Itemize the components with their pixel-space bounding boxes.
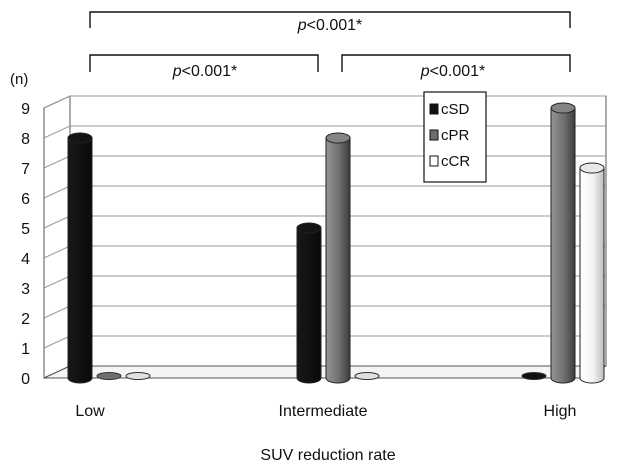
bar-cPR-intermediate xyxy=(325,137,351,384)
y-tick-label: 0 xyxy=(21,371,30,388)
x-tick-labels: Low Intermediate High xyxy=(75,403,576,420)
x-tick-label: Low xyxy=(75,403,105,420)
bar-cPR-low xyxy=(96,372,122,380)
legend-label-cSD: cSD xyxy=(441,101,470,118)
legend-label-cPR: cPR xyxy=(441,127,470,144)
legend-swatch-cCR xyxy=(429,155,439,167)
y-tick-label: 1 xyxy=(21,341,30,358)
significance-label: p<0.001* xyxy=(297,17,363,34)
y-axis-title: (n) xyxy=(10,71,28,88)
y-tick-label: 9 xyxy=(21,101,30,118)
bar-cCR-intermediate xyxy=(354,372,380,380)
bar-cPR-high xyxy=(550,107,576,384)
significance-label: p<0.001* xyxy=(172,63,238,80)
bar-cap-cPR-intermediate xyxy=(325,132,351,144)
y-tick-label: 3 xyxy=(21,281,30,298)
y-tick-label: 8 xyxy=(21,131,30,148)
significance-brackets: p<0.001* p<0.001* p<0.001* xyxy=(89,11,571,80)
legend-swatch-cPR xyxy=(429,129,439,141)
bar-cap-cPR-high xyxy=(550,102,576,114)
bar-cCR-high xyxy=(579,167,605,384)
y-tick-labels: 0 1 2 3 4 5 6 7 8 9 xyxy=(21,101,30,388)
legend-swatch-cSD xyxy=(429,103,439,115)
bar-cap-cSD-low xyxy=(67,132,93,144)
legend-label-cCR: cCR xyxy=(441,153,470,170)
y-tick-label: 2 xyxy=(21,311,30,328)
y-tick-label: 5 xyxy=(21,221,30,238)
side-wall xyxy=(43,95,71,379)
legend: cSD cPR cCR xyxy=(423,91,487,183)
y-tick-label: 6 xyxy=(21,191,30,208)
significance-label: p<0.001* xyxy=(420,63,486,80)
y-tick-label: 7 xyxy=(21,161,30,178)
bar-cSD-intermediate xyxy=(296,227,322,384)
bar-cSD-low xyxy=(67,137,93,384)
significance-bracket xyxy=(89,11,571,28)
significance-bracket xyxy=(341,54,571,72)
floor xyxy=(43,365,607,379)
bars xyxy=(67,102,605,384)
bar-cCR-low xyxy=(125,372,151,380)
bar-cap-cSD-intermediate xyxy=(296,222,322,234)
y-tick-label: 4 xyxy=(21,251,30,268)
x-tick-label: High xyxy=(544,403,577,420)
significance-bracket xyxy=(89,54,319,72)
x-tick-label: Intermediate xyxy=(279,403,368,420)
bar-cap-cCR-high xyxy=(579,162,605,174)
bar-cSD-high xyxy=(521,372,547,380)
x-axis-title: SUV reduction rate xyxy=(260,447,395,464)
